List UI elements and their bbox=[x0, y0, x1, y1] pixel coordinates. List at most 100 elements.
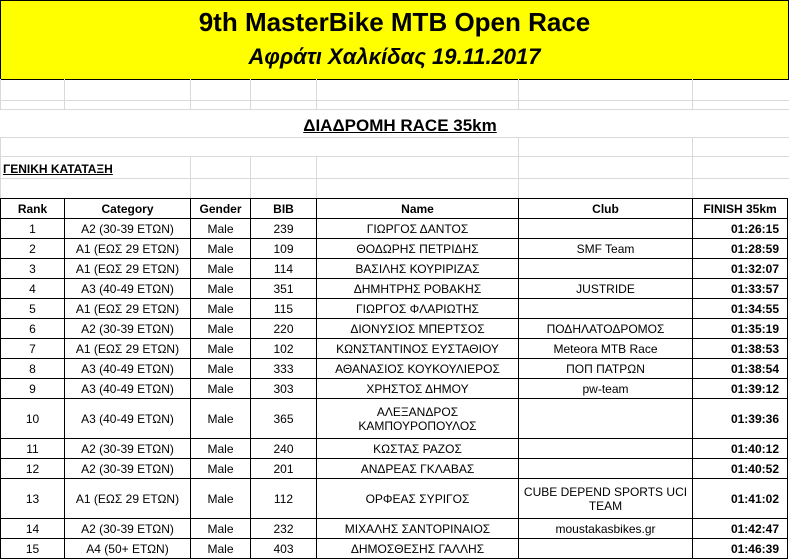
cell-category: Α2 (30-39 ΕΤΩΝ) bbox=[64, 438, 191, 459]
cell-gender: Male bbox=[190, 518, 251, 539]
cell-rank: 8 bbox=[0, 358, 65, 379]
cell-name: ΜΙΧΑΛΗΣ ΣΑΝΤΟΡΙΝΑΙΟΣ bbox=[316, 518, 519, 539]
cell-name: ΑΘΑΝΑΣΙΟΣ ΚΟΥΚΟΥΛΙΕΡΟΣ bbox=[316, 358, 519, 379]
cell-name: ΔΙΟΝΥΣΙΟΣ ΜΠΕΡΤΣΟΣ bbox=[316, 318, 519, 339]
cell-rank: 7 bbox=[0, 338, 65, 359]
cell-gender: Male bbox=[190, 238, 251, 259]
cell-rank: 13 bbox=[0, 478, 65, 519]
cell-club bbox=[518, 538, 693, 559]
table-row: 10 Α3 (40-49 ΕΤΩΝ) Male 365 ΑΛΕΞΑΝΔΡΟΣ ΚΑΜΠΟ… bbox=[0, 398, 788, 439]
cell-category: Α2 (30-39 ΕΤΩΝ) bbox=[64, 318, 191, 339]
table-row: 9 Α3 (40-49 ΕΤΩΝ) Male 303 ΧΡΗΣΤΟΣ ΔΗΜΟΥ pw-t… bbox=[0, 378, 788, 399]
col-rank-header: Rank bbox=[0, 198, 65, 219]
cell-finish: 01:26:15 bbox=[692, 218, 788, 239]
cell-rank: 1 bbox=[0, 218, 65, 239]
cell-finish: 01:39:36 bbox=[692, 398, 788, 439]
cell-category: Α2 (30-39 ΕΤΩΝ) bbox=[64, 218, 191, 239]
cell-bib: 112 bbox=[250, 478, 317, 519]
cell-finish: 01:40:52 bbox=[692, 458, 788, 479]
cell-bib: 333 bbox=[250, 358, 317, 379]
cell-category: Α1 (ΕΩΣ 29 ΕΤΩΝ) bbox=[64, 338, 191, 359]
cell-bib: 232 bbox=[250, 518, 317, 539]
cell-club bbox=[518, 218, 693, 239]
title-banner: 9th MasterBike MTB Open Race Αφράτι Χαλκ… bbox=[0, 0, 789, 80]
cell-club bbox=[518, 438, 693, 459]
cell-gender: Male bbox=[190, 478, 251, 519]
table-row: 3 Α1 (ΕΩΣ 29 ΕΤΩΝ) Male 114 ΒΑΣΙΛΗΣ ΚΟΥΡΙΡΙΖ… bbox=[0, 258, 788, 279]
cell-finish: 01:39:12 bbox=[692, 378, 788, 399]
cell-category: Α4 (50+ ΕΤΩΝ) bbox=[64, 538, 191, 559]
results-body: 1 Α2 (30-39 ΕΤΩΝ) Male 239 ΓΙΩΡΓΟΣ ΔΑΝΤΟΣ 01:… bbox=[0, 218, 788, 559]
cell-rank: 4 bbox=[0, 278, 65, 299]
table-row: 6 Α2 (30-39 ΕΤΩΝ) Male 220 ΔΙΟΝΥΣΙΟΣ ΜΠΕΡΤΣΟ… bbox=[0, 318, 788, 339]
cell-finish: 01:32:07 bbox=[692, 258, 788, 279]
cell-gender: Male bbox=[190, 298, 251, 319]
col-category-header: Category bbox=[64, 198, 191, 219]
cell-club: JUSTRIDE bbox=[518, 278, 693, 299]
route-title: ΔΙΑΔΡΟΜΗ RACE 35km bbox=[303, 116, 497, 135]
empty-grid-area bbox=[0, 79, 789, 199]
cell-name: ΓΙΩΡΓΟΣ ΦΛΑΡΙΩΤΗΣ bbox=[316, 298, 519, 319]
table-row: 11 Α2 (30-39 ΕΤΩΝ) Male 240 ΚΩΣΤΑΣ ΡΑΖΟΣ 01:4… bbox=[0, 438, 788, 459]
cell-rank: 3 bbox=[0, 258, 65, 279]
cell-bib: 220 bbox=[250, 318, 317, 339]
cell-club: ΠΟΠ ΠΑΤΡΩΝ bbox=[518, 358, 693, 379]
cell-category: Α2 (30-39 ΕΤΩΝ) bbox=[64, 458, 191, 479]
cell-rank: 10 bbox=[0, 398, 65, 439]
cell-name: ΚΩΣΤΑΣ ΡΑΖΟΣ bbox=[316, 438, 519, 459]
cell-gender: Male bbox=[190, 458, 251, 479]
cell-bib: 239 bbox=[250, 218, 317, 239]
cell-gender: Male bbox=[190, 398, 251, 439]
cell-name: ΧΡΗΣΤΟΣ ΔΗΜΟΥ bbox=[316, 378, 519, 399]
cell-finish: 01:28:59 bbox=[692, 238, 788, 259]
cell-finish: 01:38:54 bbox=[692, 358, 788, 379]
cell-rank: 9 bbox=[0, 378, 65, 399]
cell-finish: 01:41:02 bbox=[692, 478, 788, 519]
cell-gender: Male bbox=[190, 258, 251, 279]
cell-category: Α1 (ΕΩΣ 29 ΕΤΩΝ) bbox=[64, 478, 191, 519]
cell-club: moustakasbikes.gr bbox=[518, 518, 693, 539]
cell-gender: Male bbox=[190, 538, 251, 559]
cell-club: CUBE DEPEND SPORTS UCI TEAM bbox=[518, 478, 693, 519]
cell-rank: 11 bbox=[0, 438, 65, 459]
cell-gender: Male bbox=[190, 358, 251, 379]
cell-gender: Male bbox=[190, 338, 251, 359]
cell-bib: 365 bbox=[250, 398, 317, 439]
race-date-location: Αφράτι Χαλκίδας 19.11.2017 bbox=[248, 44, 541, 69]
cell-name: ΔΗΜΟΣΘΕΣΗΣ ΓΑΛΛΗΣ bbox=[316, 538, 519, 559]
cell-category: Α3 (40-49 ΕΤΩΝ) bbox=[64, 358, 191, 379]
header-row: Rank Category Gender BIB Name Club FINIS… bbox=[0, 198, 788, 219]
cell-club bbox=[518, 398, 693, 439]
cell-finish: 01:42:47 bbox=[692, 518, 788, 539]
cell-club: SMF Team bbox=[518, 238, 693, 259]
cell-finish: 01:35:19 bbox=[692, 318, 788, 339]
cell-bib: 201 bbox=[250, 458, 317, 479]
col-bib-header: BIB bbox=[250, 198, 317, 219]
cell-name: ΑΛΕΞΑΝΔΡΟΣ ΚΑΜΠΟΥΡΟΠΟΥΛΟΣ bbox=[316, 398, 519, 439]
table-row: 13 Α1 (ΕΩΣ 29 ΕΤΩΝ) Male 112 ΟΡΦΕΑΣ ΣΥΡΙΓΟΣ C… bbox=[0, 478, 788, 519]
cell-finish: 01:46:39 bbox=[692, 538, 788, 559]
results-table: Rank Category Gender BIB Name Club FINIS… bbox=[0, 198, 788, 559]
cell-name: ΔΗΜΗΤΡΗΣ ΡΟΒΑΚΗΣ bbox=[316, 278, 519, 299]
cell-club bbox=[518, 458, 693, 479]
cell-rank: 2 bbox=[0, 238, 65, 259]
table-row: 15 Α4 (50+ ΕΤΩΝ) Male 403 ΔΗΜΟΣΘΕΣΗΣ ΓΑΛΛΗΣ 0… bbox=[0, 538, 788, 559]
cell-bib: 351 bbox=[250, 278, 317, 299]
cell-gender: Male bbox=[190, 318, 251, 339]
cell-bib: 102 bbox=[250, 338, 317, 359]
table-row: 7 Α1 (ΕΩΣ 29 ΕΤΩΝ) Male 102 ΚΩΝΣΤΑΝΤΙΝΟΣ ΕΥΣ… bbox=[0, 338, 788, 359]
cell-name: ΘΟΔΩΡΗΣ ΠΕΤΡΙΔΗΣ bbox=[316, 238, 519, 259]
race-title: 9th MasterBike MTB Open Race bbox=[198, 7, 591, 37]
overall-ranking-label: ΓΕΝΙΚΗ ΚΑΤΑΤΑΞΗ bbox=[3, 162, 113, 176]
cell-name: ΑΝΔΡΕΑΣ ΓΚΛΑΒΑΣ bbox=[316, 458, 519, 479]
cell-bib: 114 bbox=[250, 258, 317, 279]
cell-category: Α3 (40-49 ΕΤΩΝ) bbox=[64, 398, 191, 439]
cell-bib: 403 bbox=[250, 538, 317, 559]
table-row: 14 Α2 (30-39 ΕΤΩΝ) Male 232 ΜΙΧΑΛΗΣ ΣΑΝΤΟΡΙΝ… bbox=[0, 518, 788, 539]
table-row: 1 Α2 (30-39 ΕΤΩΝ) Male 239 ΓΙΩΡΓΟΣ ΔΑΝΤΟΣ 01:… bbox=[0, 218, 788, 239]
cell-club bbox=[518, 258, 693, 279]
table-row: 5 Α1 (ΕΩΣ 29 ΕΤΩΝ) Male 115 ΓΙΩΡΓΟΣ ΦΛΑΡΙΩΤΗ… bbox=[0, 298, 788, 319]
cell-name: ΓΙΩΡΓΟΣ ΔΑΝΤΟΣ bbox=[316, 218, 519, 239]
cell-category: Α3 (40-49 ΕΤΩΝ) bbox=[64, 278, 191, 299]
